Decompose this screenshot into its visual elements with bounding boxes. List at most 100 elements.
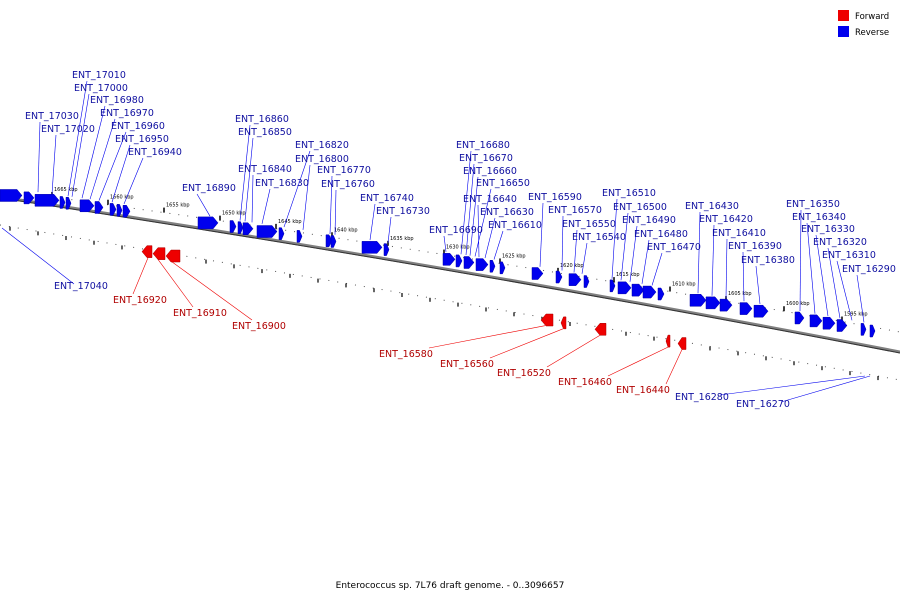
forward-gene-label: ENT_16560 [440, 359, 494, 370]
reverse-gene-arrow [383, 243, 390, 256]
reverse-gene-label: ENT_17030 [25, 111, 79, 122]
leader-line [329, 175, 333, 234]
forward-gene-label: ENT_16580 [379, 349, 433, 360]
leader-line [651, 252, 663, 286]
reverse-gene-label: ENT_16550 [562, 219, 616, 230]
reverse-gene-arrow [475, 258, 489, 271]
reverse-gene-arrow [822, 316, 836, 330]
reverse-gene-arrow [719, 298, 733, 312]
forward-gene-arrow [141, 245, 153, 258]
reverse-gene-label: ENT_16640 [463, 194, 517, 205]
tick-label: 1600 kbp [786, 301, 810, 307]
reverse-gene-arrow [555, 270, 563, 284]
reverse-gene-arrow [809, 314, 823, 328]
leader-line [196, 193, 211, 217]
leader-line [697, 211, 701, 294]
reverse-gene-arrow [869, 324, 876, 338]
reverse-gene-label: ENT_16510 [602, 188, 656, 199]
reverse-gene-label: ENT_16310 [822, 250, 876, 261]
reverse-gene-label: ENT_16320 [813, 237, 867, 248]
reverse-gene-label: ENT_17000 [74, 83, 128, 94]
tick-label: 1615 kbp [616, 272, 640, 278]
reverse-gene-label: ENT_16570 [548, 205, 602, 216]
reverse-gene-label: ENT_16660 [463, 166, 517, 177]
reverse-gene-label: ENT_16800 [295, 154, 349, 165]
leader-line [111, 144, 131, 203]
leader-line [98, 131, 127, 201]
forward-gene-arrow [594, 323, 607, 336]
reverse-gene-arrow [242, 222, 254, 235]
leader-line [620, 212, 629, 281]
reverse-gene-label: ENT_16330 [801, 224, 855, 235]
leader-line [815, 234, 829, 317]
leader-line [484, 217, 496, 259]
reverse-gene-arrow [657, 287, 665, 301]
reverse-gene-arrow [116, 204, 123, 217]
tick-label: 1620 kbp [560, 263, 584, 269]
reverse-gene-arrow [609, 279, 616, 293]
leader-line [302, 164, 311, 230]
reverse-gene-label: ENT_16840 [238, 164, 292, 175]
leader-line [856, 274, 865, 323]
reverse-gene-label: ENT_16430 [685, 201, 739, 212]
leader-layer [1, 80, 871, 403]
reverse-gene-arrow [65, 197, 72, 210]
leader-line [665, 349, 683, 385]
leader-line [157, 259, 194, 308]
leader-line [1, 227, 75, 285]
leader-line [239, 124, 251, 221]
reverse-gene-arrow [197, 216, 219, 230]
tick-label: 1625 kbp [502, 253, 526, 259]
leader-line [611, 198, 618, 279]
reverse-gene-label: ENT_16940 [128, 147, 182, 158]
reverse-gene-arrow [489, 260, 496, 273]
forward-gene-arrow [152, 247, 166, 260]
tick-label: 1660 kbp [110, 195, 134, 201]
leader-line [489, 328, 564, 359]
reverse-gene-arrow [122, 205, 131, 218]
reverse-gene-arrow [79, 199, 95, 213]
reverse-gene-label: ENT_16670 [459, 153, 513, 164]
leader-line [474, 188, 492, 257]
reverse-gene-label: ENT_16290 [842, 264, 896, 275]
leader-line [283, 150, 311, 228]
leader-line [443, 235, 447, 252]
leader-line [725, 238, 728, 299]
tick-layer: 1665 kbp 1660 kbp 1655 kbp 1650 kbp 1645 kbp… [9, 187, 879, 381]
legend-forward-label: Forward [855, 12, 889, 22]
forward-gene-label: ENT_16520 [497, 368, 551, 379]
reverse-gene-label: ENT_16820 [295, 140, 349, 151]
reverse-gene-label: ENT_16680 [456, 140, 510, 151]
genome-backbone-shadow [0, 197, 900, 354]
reverse-gene-label: ENT_17040 [54, 281, 108, 292]
reverse-gene-label: ENT_16760 [321, 179, 375, 190]
forward-gene-arrow [540, 313, 554, 327]
leader-line [251, 174, 254, 223]
tick-label: 1640 kbp [334, 227, 358, 233]
leader-line [742, 251, 745, 302]
leader-line [460, 150, 472, 255]
leader-line [171, 261, 253, 321]
reverse-gene-arrow [794, 311, 805, 325]
leader-line [539, 202, 544, 267]
leader-line [806, 222, 816, 314]
reverse-gene-label: ENT_16480 [634, 229, 688, 240]
tick-label: 1645 kbp [278, 219, 302, 225]
reverse-gene-label: ENT_16610 [488, 220, 542, 231]
reverse-gene-label: ENT_16690 [429, 225, 483, 236]
reverse-gene-label: ENT_16350 [786, 199, 840, 210]
genome-caption: Enterococcus sp. 7L76 draft genome. - 0.… [336, 581, 565, 591]
reverse-gene-arrow [583, 275, 590, 288]
forward-gene-label: ENT_16460 [558, 377, 612, 388]
reverse-gene-arrow [361, 241, 383, 254]
leader-line [428, 325, 546, 349]
leader-line [132, 257, 149, 295]
legend-forward-swatch [838, 10, 849, 21]
reverse-gene-label: ENT_16850 [238, 127, 292, 138]
leader-line [123, 157, 144, 205]
reverse-gene-arrow [860, 323, 867, 336]
reverse-gene-label: ENT_16650 [476, 178, 530, 189]
reverse-gene-arrow [499, 261, 506, 275]
reverse-gene-label: ENT_16270 [736, 399, 790, 410]
reverse-gene-label: ENT_16410 [712, 228, 766, 239]
